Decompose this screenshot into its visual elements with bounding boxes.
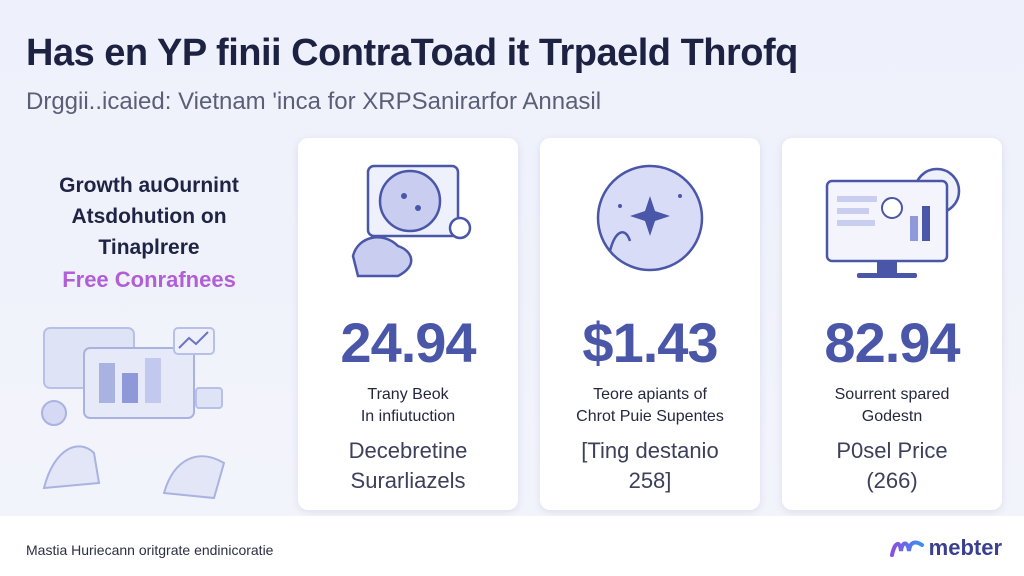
page-title: Has en YP finii ContraToad it Trpaeld Th… bbox=[26, 32, 798, 74]
stat-subtext: Decebretine Surarliazels bbox=[298, 436, 518, 496]
stat-subtext-line: (266) bbox=[866, 468, 918, 493]
stat-label-line: Trany Beok bbox=[367, 386, 449, 403]
left-panel: Growth auOurnint Atsdohution on Tinaplre… bbox=[24, 170, 274, 297]
stat-subtext: P0sel Price (266) bbox=[782, 436, 1002, 496]
globe-sparkle-icon bbox=[596, 164, 704, 272]
stat-label-line: Godestn bbox=[861, 408, 923, 425]
stat-subtext-line: Surarliazels bbox=[350, 468, 466, 493]
stat-label: Teore apiants of Chrot Puie Supentes bbox=[540, 384, 760, 428]
stat-label-line: Sourrent spared bbox=[834, 386, 950, 403]
stat-subtext-line: P0sel Price bbox=[836, 438, 948, 463]
brand-wave-icon bbox=[889, 540, 924, 557]
stat-label: Trany Beok In infiutuction bbox=[298, 384, 518, 428]
stat-label-line: In infiutuction bbox=[360, 408, 456, 425]
stat-card: 24.94 Trany Beok In infiutuction Decebre… bbox=[298, 138, 518, 510]
left-panel-line: Tinaplrere bbox=[98, 236, 200, 259]
stat-subtext-line: [Ting destanio bbox=[581, 438, 719, 463]
stat-label: Sourrent spared Godestn bbox=[782, 384, 1002, 428]
left-panel-line: Atsdohution on bbox=[71, 205, 227, 228]
monitor-chart-icon bbox=[825, 167, 961, 278]
stat-value: 82.94 bbox=[824, 311, 960, 374]
stat-label-line: Chrot Puie Supentes bbox=[576, 408, 724, 425]
stat-card: $1.43 Teore apiants of Chrot Puie Supent… bbox=[540, 138, 760, 510]
stat-subtext: [Ting destanio 258] bbox=[540, 436, 760, 496]
stat-subtext-line: 258] bbox=[628, 468, 672, 493]
page-subtitle: Drggii..icaied: Vietnam 'inca for XRPSan… bbox=[26, 88, 602, 115]
stat-value: $1.43 bbox=[582, 311, 718, 374]
stat-value: 24.94 bbox=[340, 311, 476, 374]
footer-bar: Mastia Huriecann oritgrate endinicoratie… bbox=[0, 516, 1024, 576]
stat-subtext-line: Decebretine bbox=[348, 438, 468, 463]
dashboard-hands-illustration-icon bbox=[41, 327, 226, 500]
stat-card: 82.94 Sourrent spared Godestn P0sel Pric… bbox=[782, 138, 1002, 510]
stat-label-line: Teore apiants of bbox=[593, 386, 707, 403]
footer-text: Mastia Huriecann oritgrate endinicoratie bbox=[26, 542, 274, 558]
brand-name: mebter bbox=[928, 535, 1002, 560]
globe-chat-icon bbox=[351, 164, 472, 278]
left-panel-line: Growth auOurnint bbox=[59, 174, 239, 197]
brand-logo: mebter bbox=[889, 534, 1002, 562]
left-panel-accent: Free Conrafnees bbox=[62, 267, 236, 292]
